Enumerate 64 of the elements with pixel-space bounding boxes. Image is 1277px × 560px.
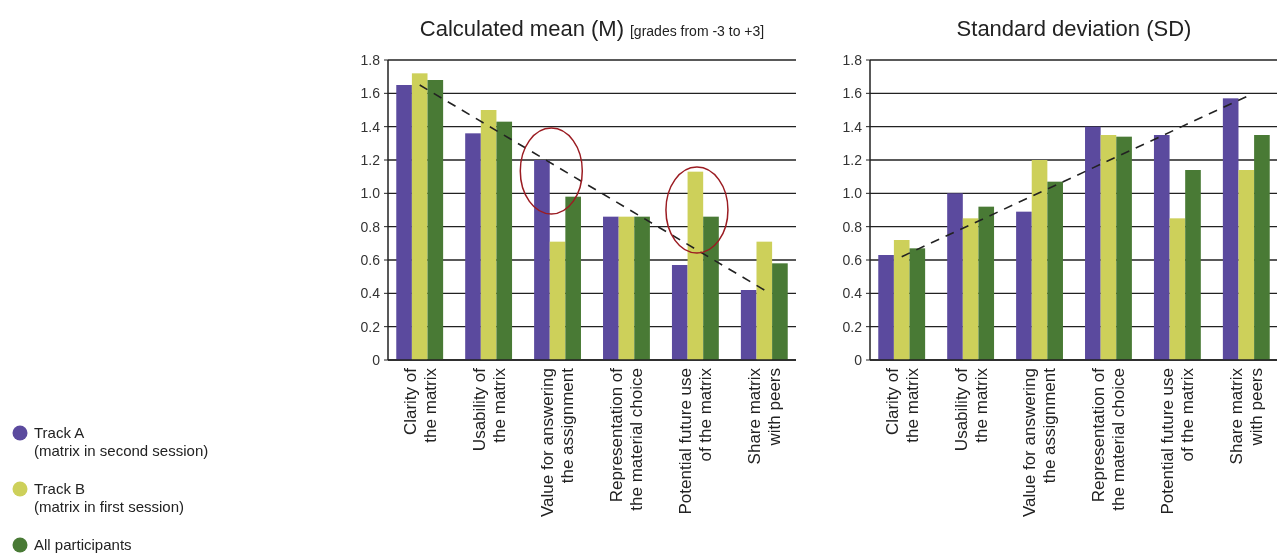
bar [1031, 160, 1048, 360]
bar [1085, 126, 1101, 360]
bar [618, 216, 635, 360]
y-tick-label: 1.6 [842, 85, 863, 102]
legend-label: All participants [34, 536, 132, 553]
bar [411, 73, 428, 360]
legend-label: Track A (matrix in second session) [34, 424, 209, 459]
y-tick-label: 1.4 [842, 118, 863, 135]
y-tick-label: 0.4 [360, 285, 381, 302]
bar [962, 218, 979, 360]
bar [1254, 135, 1270, 360]
bar [634, 216, 650, 360]
y-tick-label: 0.6 [842, 251, 863, 268]
y-tick-label: 1.0 [360, 185, 381, 202]
bar [603, 216, 619, 360]
y-tick-label: 1.6 [360, 85, 381, 102]
y-tick-label: 0 [372, 351, 381, 368]
y-tick-label: 1.0 [842, 185, 863, 202]
bar [465, 133, 481, 360]
bar [772, 263, 788, 360]
bar [756, 241, 773, 360]
bar [565, 196, 581, 360]
y-tick-label: 1.2 [360, 151, 381, 168]
y-tick-label: 0.2 [360, 318, 381, 335]
y-tick-label: 0.8 [842, 218, 863, 235]
y-tick-label: 1.8 [842, 51, 863, 68]
bar [1185, 170, 1201, 360]
bar [427, 80, 444, 360]
bar [909, 248, 926, 360]
y-tick-label: 1.2 [842, 151, 863, 168]
y-tick-label: 0.2 [842, 318, 863, 335]
bar [534, 160, 550, 360]
bar [687, 171, 704, 360]
bar [1116, 136, 1132, 360]
legend-label: Track B (matrix in first session) [34, 480, 185, 515]
bar [1169, 218, 1186, 360]
bar [1222, 98, 1239, 360]
bar [947, 193, 963, 360]
y-tick-label: 0 [854, 351, 863, 368]
x-tick-label: Clarity of the matrix [882, 367, 922, 443]
y-tick-label: 0.8 [360, 218, 381, 235]
y-tick-label: 1.4 [360, 118, 381, 135]
bar [978, 206, 995, 360]
bar [1153, 135, 1170, 360]
y-tick-label: 0.4 [842, 285, 863, 302]
bar [1100, 135, 1117, 360]
bar [480, 110, 497, 360]
bar [1047, 181, 1063, 360]
chart-subtitle: [grades from -3 to +3] [629, 23, 765, 39]
bar [893, 240, 910, 360]
bar [396, 85, 412, 360]
y-tick-label: 0.6 [360, 251, 381, 268]
bar [703, 216, 719, 360]
x-tick-label: Clarity of the matrix [400, 367, 440, 443]
chart-title: Calculated mean (M) [419, 16, 624, 41]
bar [496, 121, 513, 360]
chart-title: Standard deviation (SD) [956, 16, 1192, 41]
bar [549, 241, 566, 360]
bar [671, 265, 688, 360]
bar [740, 290, 757, 360]
bar [1238, 170, 1255, 360]
bar [1016, 211, 1032, 360]
bar [878, 255, 894, 360]
y-tick-label: 1.8 [360, 51, 381, 68]
